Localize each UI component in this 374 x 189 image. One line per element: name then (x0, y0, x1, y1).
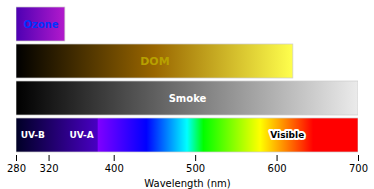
svg-text:UV-A: UV-A (69, 130, 93, 140)
svg-text:Smoke: Smoke (169, 93, 207, 104)
svg-text:500: 500 (186, 163, 205, 174)
svg-text:Visible: Visible (270, 130, 304, 140)
svg-text:Ozone: Ozone (23, 19, 58, 30)
svg-text:UV-B: UV-B (21, 130, 45, 140)
svg-text:320: 320 (40, 163, 59, 174)
svg-text:DOM: DOM (140, 55, 169, 68)
svg-text:700: 700 (349, 163, 368, 174)
svg-text:600: 600 (268, 163, 287, 174)
svg-text:Wavelength (nm): Wavelength (nm) (144, 178, 230, 189)
svg-text:400: 400 (105, 163, 124, 174)
svg-text:280: 280 (7, 163, 26, 174)
